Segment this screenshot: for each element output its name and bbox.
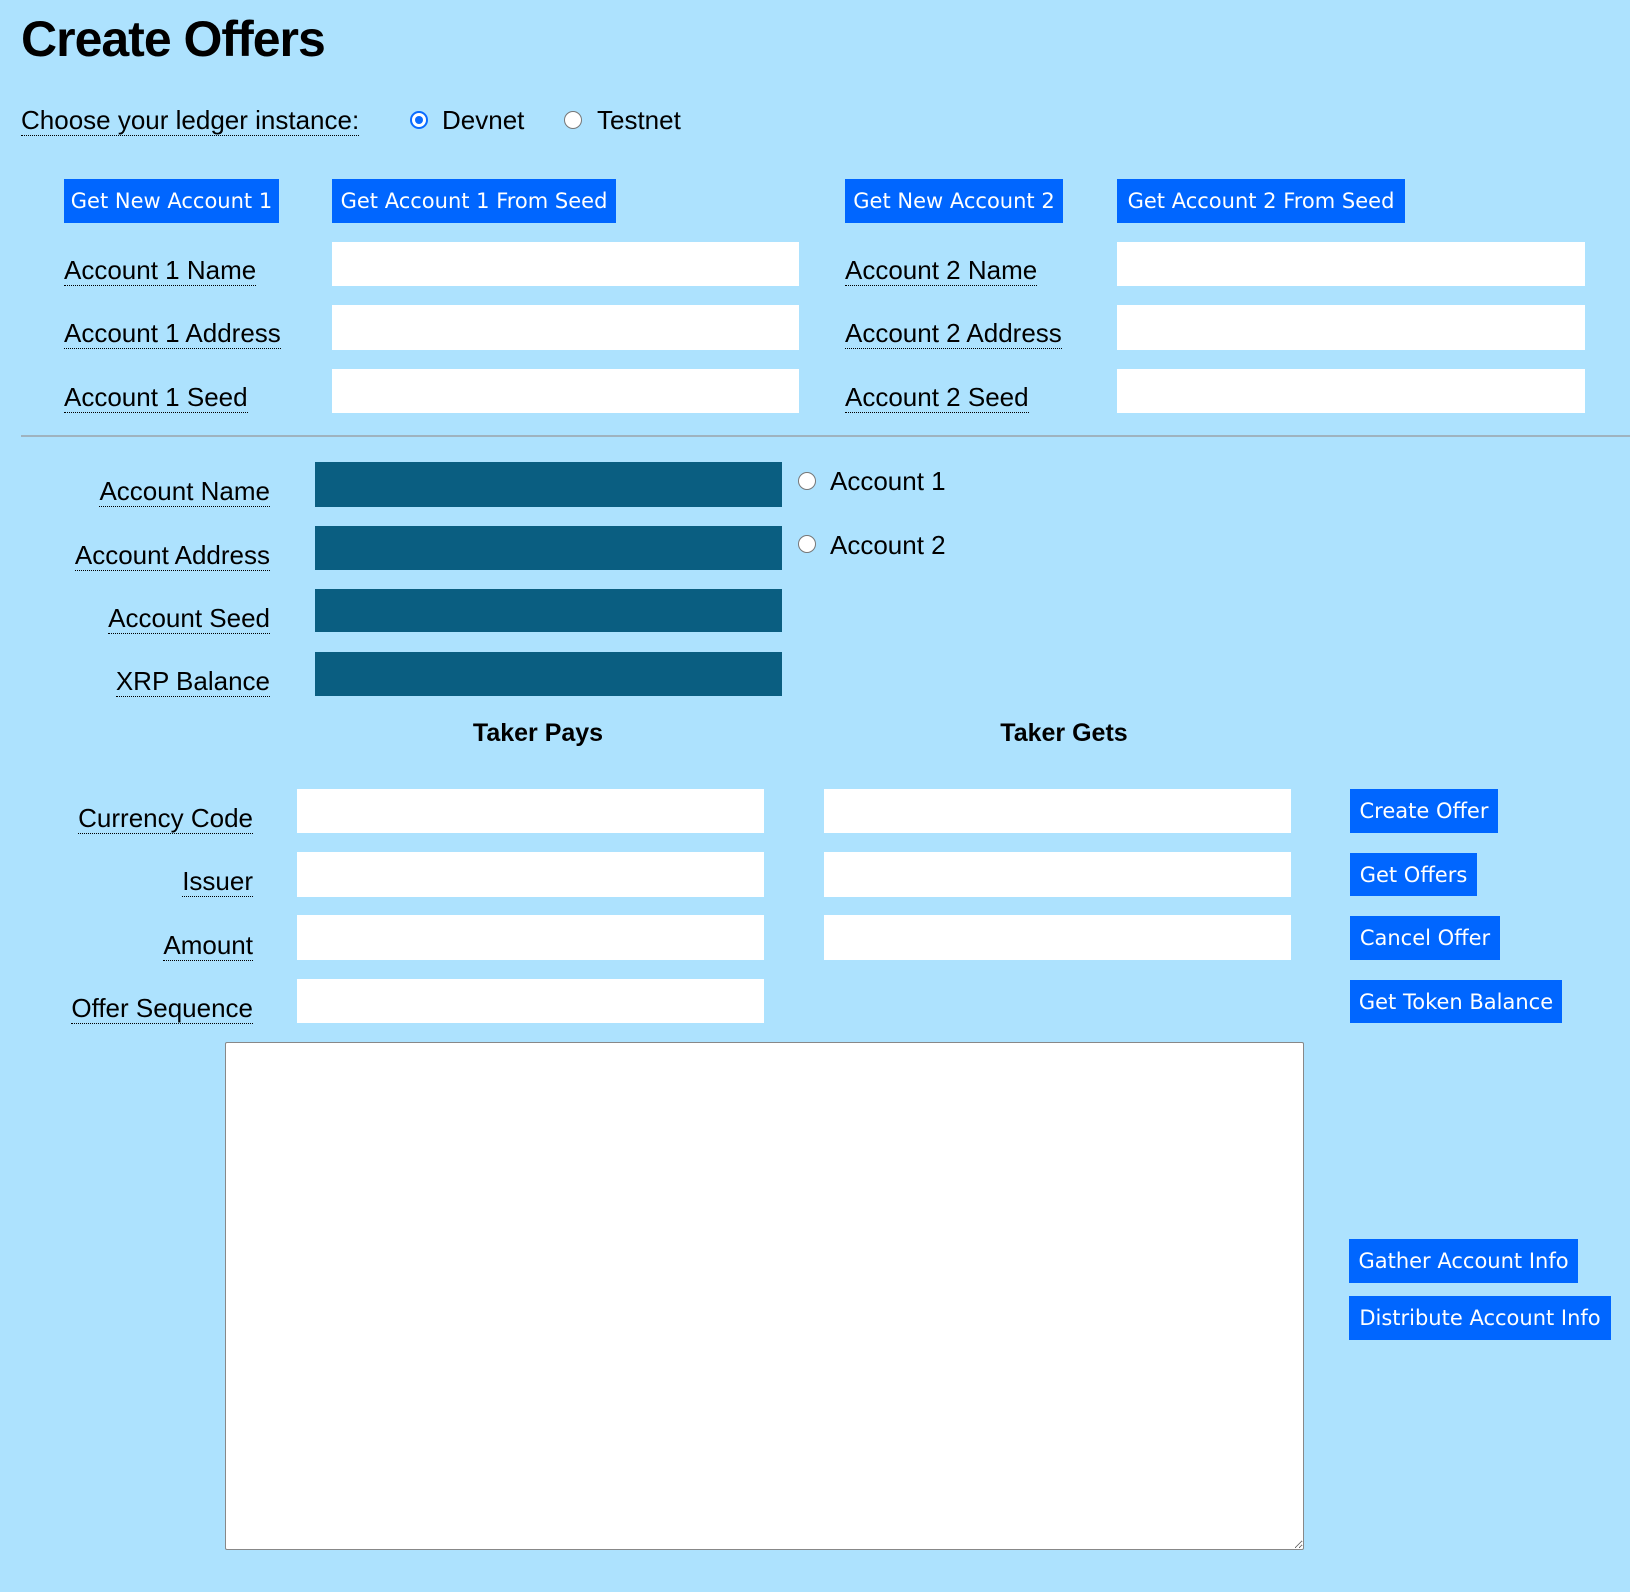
offer-sequence-input[interactable] [297, 979, 764, 1023]
taker-gets-amount-input[interactable] [824, 915, 1291, 960]
taker-pays-currency-input[interactable] [297, 789, 764, 833]
get-new-account-1-button[interactable]: Get New Account 1 [64, 179, 279, 223]
account-address-label: Account Address [74, 540, 270, 571]
account1-address-label: Account 1 Address [64, 318, 281, 349]
page-title: Create Offers [21, 11, 326, 67]
account2-address-label: Account 2 Address [845, 318, 1062, 349]
ledger-label: Choose your ledger instance: [21, 105, 360, 136]
amount-label: Amount [163, 930, 253, 961]
account2-name-input[interactable] [1117, 242, 1585, 286]
account1-seed-label: Account 1 Seed [64, 382, 248, 413]
testnet-radio[interactable] [564, 111, 582, 129]
account1-seed-input[interactable] [332, 369, 799, 413]
get-offers-button[interactable]: Get Offers [1350, 853, 1477, 896]
account1-radio-label: Account 1 [830, 466, 946, 496]
account2-name-label: Account 2 Name [845, 255, 1038, 286]
get-account-2-from-seed-button[interactable]: Get Account 2 From Seed [1117, 179, 1405, 223]
account2-address-input[interactable] [1117, 305, 1585, 350]
taker-gets-currency-input[interactable] [824, 789, 1291, 833]
account2-radio-label: Account 2 [830, 530, 946, 560]
get-account-1-from-seed-button[interactable]: Get Account 1 From Seed [332, 179, 616, 223]
results-textarea[interactable] [225, 1042, 1304, 1550]
account-seed-label: Account Seed [108, 603, 270, 634]
account2-radio[interactable] [798, 535, 816, 553]
account1-address-input[interactable] [332, 305, 799, 350]
section-divider [21, 435, 1630, 437]
taker-pays-amount-input[interactable] [297, 915, 764, 960]
account-seed-input[interactable] [315, 589, 782, 632]
xrp-balance-label: XRP Balance [115, 666, 270, 697]
get-token-balance-button[interactable]: Get Token Balance [1350, 980, 1562, 1023]
account2-seed-input[interactable] [1117, 369, 1585, 413]
account-name-label: Account Name [99, 476, 270, 507]
account1-name-input[interactable] [332, 242, 799, 286]
taker-pays-issuer-input[interactable] [297, 852, 764, 897]
account2-seed-label: Account 2 Seed [845, 382, 1029, 413]
distribute-account-info-button[interactable]: Distribute Account Info [1349, 1296, 1611, 1340]
cancel-offer-button[interactable]: Cancel Offer [1350, 916, 1500, 960]
taker-pays-heading: Taker Pays [472, 719, 604, 747]
devnet-label: Devnet [442, 105, 525, 135]
get-new-account-2-button[interactable]: Get New Account 2 [845, 179, 1063, 223]
issuer-label: Issuer [182, 866, 253, 897]
taker-gets-issuer-input[interactable] [824, 852, 1291, 897]
testnet-label: Testnet [597, 105, 681, 135]
taker-gets-heading: Taker Gets [1000, 719, 1128, 747]
devnet-radio[interactable] [410, 111, 428, 129]
create-offer-button[interactable]: Create Offer [1350, 789, 1498, 833]
currency-code-label: Currency Code [78, 803, 253, 834]
account-address-input[interactable] [315, 526, 782, 570]
offer-sequence-label: Offer Sequence [71, 993, 253, 1024]
account1-radio[interactable] [798, 472, 816, 490]
gather-account-info-button[interactable]: Gather Account Info [1349, 1239, 1578, 1283]
account1-name-label: Account 1 Name [64, 255, 257, 286]
account-name-input[interactable] [315, 462, 782, 507]
xrp-balance-input[interactable] [315, 652, 782, 696]
